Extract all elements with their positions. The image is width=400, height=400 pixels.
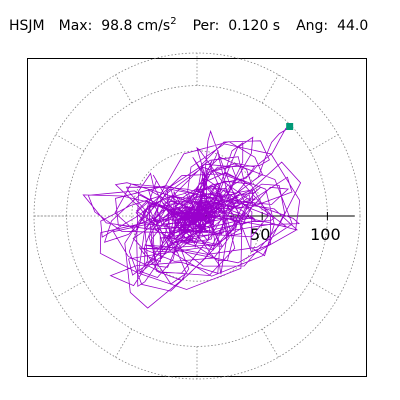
- max-unit: cm/s: [136, 18, 171, 34]
- axis-tick-label-100: 100: [310, 225, 341, 244]
- grid-spoke-300: [261, 328, 279, 358]
- max-value: 98.8: [101, 18, 133, 34]
- radial-axis: 50 100: [197, 212, 355, 244]
- max-point-marker: [286, 123, 294, 131]
- orbit-trace: [82, 125, 302, 309]
- station-code: HSJM: [9, 18, 45, 34]
- grid-spoke-120: [115, 74, 133, 104]
- grid-spoke-240: [115, 328, 133, 358]
- angle-value: 44.0: [337, 18, 369, 34]
- plot-frame: [27, 58, 367, 377]
- grid-spoke-150: [55, 134, 85, 152]
- axis-tick-label-50: 50: [250, 225, 270, 244]
- angle-label: Ang:: [296, 18, 329, 34]
- max-unit-exponent: 2: [170, 16, 177, 27]
- orbit-path: [82, 125, 302, 309]
- grid-spoke-210: [55, 280, 85, 298]
- max-marker-group: [286, 123, 294, 131]
- period-value: 0.120 s: [228, 18, 281, 34]
- grid-spoke-60: [261, 74, 279, 104]
- chart-title: HSJM Max: 98.8 cm/s2 Per: 0.120 s Ang: 44.0: [9, 16, 369, 35]
- grid-spoke-330: [309, 280, 339, 298]
- grid-spoke-30: [309, 134, 339, 152]
- period-label: Per:: [192, 18, 220, 34]
- max-label: Max:: [58, 18, 93, 34]
